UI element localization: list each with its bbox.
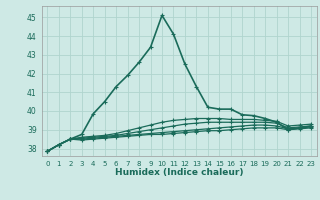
X-axis label: Humidex (Indice chaleur): Humidex (Indice chaleur) xyxy=(115,168,244,177)
